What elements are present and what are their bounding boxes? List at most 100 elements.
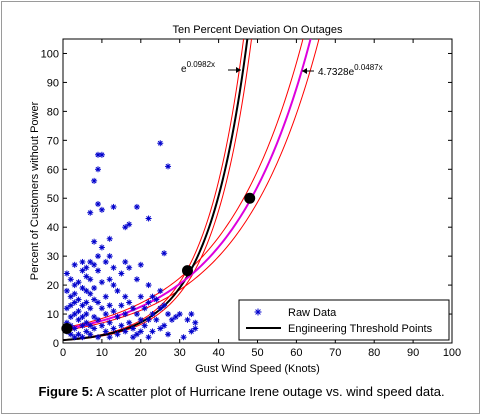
x-tick-label: 80 (368, 347, 380, 359)
x-tick-label: 100 (443, 347, 461, 359)
raw-data-point (95, 166, 102, 173)
raw-data-point (75, 308, 82, 315)
raw-data-point (79, 267, 86, 274)
y-tick-label: 80 (47, 106, 59, 118)
curve-label-fit: 4.7328e0.0487x (318, 63, 383, 78)
raw-data-point (118, 270, 125, 277)
raw-data-point (126, 221, 133, 228)
x-tick-label: 30 (174, 347, 186, 359)
y-tick-label: 70 (47, 135, 59, 147)
raw-data-point (83, 299, 90, 306)
raw-data-point (157, 140, 164, 147)
raw-data-point (95, 334, 102, 341)
raw-data-point (126, 319, 133, 326)
y-tick-label: 10 (47, 309, 59, 321)
raw-data-point (63, 270, 70, 277)
raw-data-point (95, 201, 102, 208)
raw-data-point (102, 328, 109, 335)
raw-data-point (188, 311, 195, 318)
raw-data-point (102, 311, 109, 318)
x-tick-label: 10 (96, 347, 108, 359)
threshold-exp-curve (63, 39, 249, 342)
lower-deviation-curve-fit (63, 39, 320, 332)
lower-deviation-curve-exp (63, 39, 253, 341)
y-tick-label: 90 (47, 77, 59, 89)
raw-data-point (83, 328, 90, 335)
raw-data-point (87, 331, 94, 338)
raw-data-point (87, 258, 94, 265)
raw-data-point (157, 325, 164, 332)
raw-data-point (137, 328, 144, 335)
raw-data-point (102, 293, 109, 300)
raw-data-point (118, 302, 125, 309)
plot-area (62, 38, 453, 344)
raw-data-point (110, 308, 117, 315)
raw-data-point (98, 322, 105, 329)
raw-data-point (71, 334, 78, 341)
raw-data-point (130, 334, 137, 341)
fit-exp-curve (63, 39, 312, 331)
raw-data-point (83, 311, 90, 318)
raw-data-point (95, 316, 102, 323)
upper-deviation-curve-exp (63, 39, 245, 341)
raw-data-point (67, 313, 74, 320)
y-tick-label: 0 (53, 338, 59, 350)
raw-data-point (184, 316, 191, 323)
raw-data-point (145, 334, 152, 341)
raw-data-point (106, 334, 113, 341)
raw-data-point (83, 273, 90, 280)
raw-data-point (98, 206, 105, 213)
raw-data-point (145, 215, 152, 222)
chart-title: Ten Percent Deviation On Outages (173, 24, 343, 36)
raw-data-point (79, 334, 86, 341)
raw-data-point (180, 334, 187, 341)
y-tick-label: 30 (47, 251, 59, 263)
raw-data-point (75, 296, 82, 303)
raw-data-point (133, 331, 140, 338)
raw-data-point (87, 305, 94, 312)
raw-data-point (67, 276, 74, 283)
raw-data-point (157, 287, 164, 294)
raw-data-point (188, 328, 195, 335)
caption-text: A scatter plot of Hurricane Irene outage… (93, 384, 445, 399)
raw-data-point (192, 325, 199, 332)
raw-data-point (98, 151, 105, 158)
raw-data-point (114, 313, 121, 320)
raw-data-point (71, 311, 78, 318)
raw-data-point (91, 284, 98, 291)
raw-data-point (137, 261, 144, 268)
raw-data-point (145, 299, 152, 306)
raw-data-point (98, 305, 105, 312)
raw-data-point (192, 319, 199, 326)
raw-data-point (161, 250, 168, 257)
legend-threshold-label: Engineering Threshold Points (288, 323, 433, 335)
raw-data-point (87, 209, 94, 216)
threshold-point (244, 192, 256, 204)
upper-deviation-curve-fit (63, 39, 304, 329)
threshold-point (181, 265, 193, 277)
raw-data-point (153, 296, 160, 303)
raw-data-point (161, 322, 168, 329)
raw-data-point (106, 276, 113, 283)
raw-data-point (137, 293, 144, 300)
raw-data-point (87, 276, 94, 283)
x-tick-label: 90 (407, 347, 419, 359)
raw-data-point (130, 325, 137, 332)
raw-data-point (63, 305, 70, 312)
legend-raw-label: Raw Data (288, 307, 337, 319)
raw-data-point (71, 261, 78, 268)
raw-data-point (75, 316, 82, 323)
raw-data-point (141, 322, 148, 329)
raw-data-point (63, 287, 70, 294)
raw-data-point (149, 311, 156, 318)
raw-data-point (67, 302, 74, 309)
raw-data-point (149, 328, 156, 335)
raw-data-point (106, 302, 113, 309)
x-tick-label: 20 (135, 347, 147, 359)
raw-data-point (83, 287, 90, 294)
raw-data-point (122, 224, 129, 231)
raw-data-point (106, 235, 113, 242)
raw-data-point (137, 316, 144, 323)
y-tick-label: 100 (41, 48, 59, 60)
raw-data-point (130, 305, 137, 312)
